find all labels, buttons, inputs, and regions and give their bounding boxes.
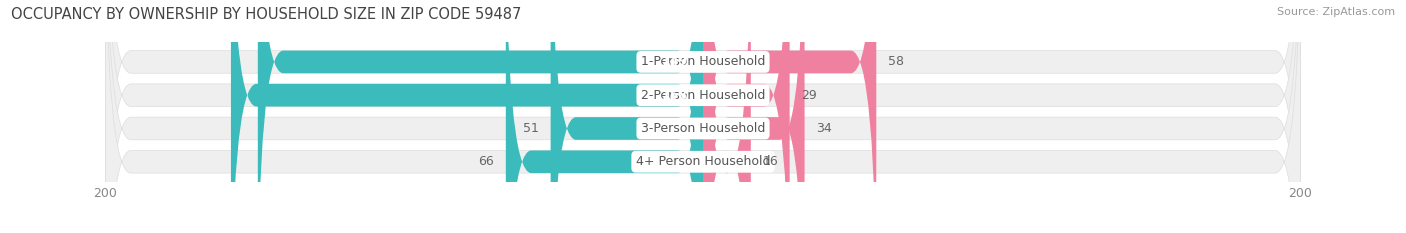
FancyBboxPatch shape (703, 0, 804, 233)
FancyBboxPatch shape (703, 0, 751, 233)
FancyBboxPatch shape (231, 0, 703, 233)
Text: OCCUPANCY BY OWNERSHIP BY HOUSEHOLD SIZE IN ZIP CODE 59487: OCCUPANCY BY OWNERSHIP BY HOUSEHOLD SIZE… (11, 7, 522, 22)
Text: 2-Person Household: 2-Person Household (641, 89, 765, 102)
Text: 4+ Person Household: 4+ Person Household (636, 155, 770, 168)
FancyBboxPatch shape (105, 0, 1301, 233)
Text: 16: 16 (762, 155, 779, 168)
Text: 51: 51 (523, 122, 538, 135)
Text: Source: ZipAtlas.com: Source: ZipAtlas.com (1277, 7, 1395, 17)
Text: 29: 29 (801, 89, 817, 102)
Text: 149: 149 (662, 55, 688, 69)
Text: 1-Person Household: 1-Person Household (641, 55, 765, 69)
Text: 66: 66 (478, 155, 494, 168)
FancyBboxPatch shape (703, 0, 790, 233)
FancyBboxPatch shape (105, 0, 1301, 233)
Text: 34: 34 (817, 122, 832, 135)
FancyBboxPatch shape (257, 0, 703, 233)
Legend: Owner-occupied, Renter-occupied: Owner-occupied, Renter-occupied (569, 229, 837, 233)
Text: 58: 58 (889, 55, 904, 69)
FancyBboxPatch shape (506, 0, 703, 233)
Text: 3-Person Household: 3-Person Household (641, 122, 765, 135)
FancyBboxPatch shape (703, 0, 876, 233)
FancyBboxPatch shape (105, 0, 1301, 233)
Text: 158: 158 (662, 89, 688, 102)
FancyBboxPatch shape (105, 0, 1301, 233)
FancyBboxPatch shape (551, 0, 703, 233)
